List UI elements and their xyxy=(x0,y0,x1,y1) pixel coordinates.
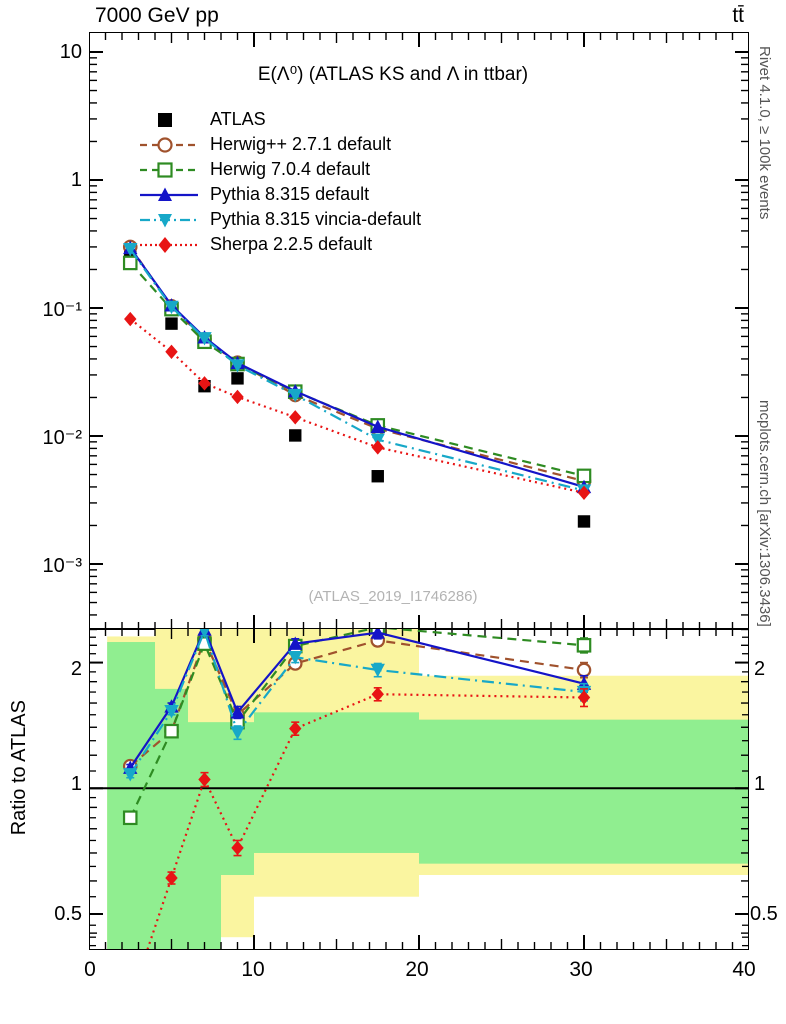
legend-entry-pythia-vincia[interactable]: Pythia 8.315 vincia-default xyxy=(140,207,421,232)
main-ytick-label-0: 10 xyxy=(59,41,82,63)
ratio-ytick-label-1-left: 1 xyxy=(70,773,82,795)
main-ytick-label-2: 10⁻¹ xyxy=(42,299,82,321)
legend-label-herwig7: Herwig 7.0.4 default xyxy=(210,159,371,179)
legend-entry-herwigpp[interactable]: Herwig++ 2.7.1 default xyxy=(140,132,421,157)
main-ytick-label-1: 1 xyxy=(70,169,82,191)
legend-marker-herwig7 xyxy=(140,161,198,178)
ratio-ytick-label-1-right: 1 xyxy=(754,773,766,795)
legend-marker-sherpa xyxy=(140,236,198,253)
xtick-label-20: 20 xyxy=(405,958,429,981)
xtick-label-30: 30 xyxy=(569,958,593,981)
legend-marker-pythia xyxy=(140,187,198,201)
legend-entry-atlas[interactable]: ATLAS xyxy=(140,107,421,132)
ratio-ytick-label-2-right: 2 xyxy=(754,658,766,680)
legend-label-pythia: Pythia 8.315 default xyxy=(210,184,370,204)
plot-title: E(Λ⁰) (ATLAS KS and Λ in ttbar) xyxy=(257,64,529,85)
legend-marker-herwigpp xyxy=(140,136,198,153)
legend-entry-pythia[interactable]: Pythia 8.315 default xyxy=(140,182,421,207)
xtick-label-10: 10 xyxy=(241,958,265,981)
legend-marker-atlas xyxy=(158,112,172,127)
analysis-watermark: (ATLAS_2019_I1746286) xyxy=(308,588,478,605)
ratio-ytick-label-05-right: 0.5 xyxy=(750,903,778,925)
main-ytick-label-4: 10⁻³ xyxy=(42,555,82,577)
legend-label-atlas: ATLAS xyxy=(210,109,266,129)
header-right-label: tt̄ xyxy=(732,4,744,27)
header-left-label: 7000 GeV pp xyxy=(95,4,219,27)
legend-label-sherpa: Sherpa 2.2.5 default xyxy=(210,234,373,254)
legend: ATLAS Herwig++ 2.7.1 default Herwig 7.0.… xyxy=(140,107,421,257)
ratio-ytick-label-05-left: 0.5 xyxy=(54,903,82,925)
xtick-label-40: 40 xyxy=(732,958,756,981)
legend-marker-pythia-vincia xyxy=(140,213,198,227)
ratio-ytick-label-2-left: 2 xyxy=(70,658,82,680)
legend-entry-herwig7[interactable]: Herwig 7.0.4 default xyxy=(140,157,421,182)
rivet-version-label: Rivet 4.1.0, ≥ 100k events xyxy=(756,46,773,220)
ratio-plot-panel xyxy=(89,628,749,950)
legend-entry-sherpa[interactable]: Sherpa 2.2.5 default xyxy=(140,232,421,257)
ratio-axis-title: Ratio to ATLAS xyxy=(8,700,30,836)
legend-label-pythia-vincia: Pythia 8.315 vincia-default xyxy=(210,209,422,229)
main-ytick-label-3: 10⁻² xyxy=(42,427,82,449)
mcplots-source-label: mcplots.cern.ch [arXiv:1306.3436] xyxy=(756,400,773,627)
xtick-label-0: 0 xyxy=(84,958,96,981)
legend-label-herwigpp: Herwig++ 2.7.1 default xyxy=(210,134,392,154)
